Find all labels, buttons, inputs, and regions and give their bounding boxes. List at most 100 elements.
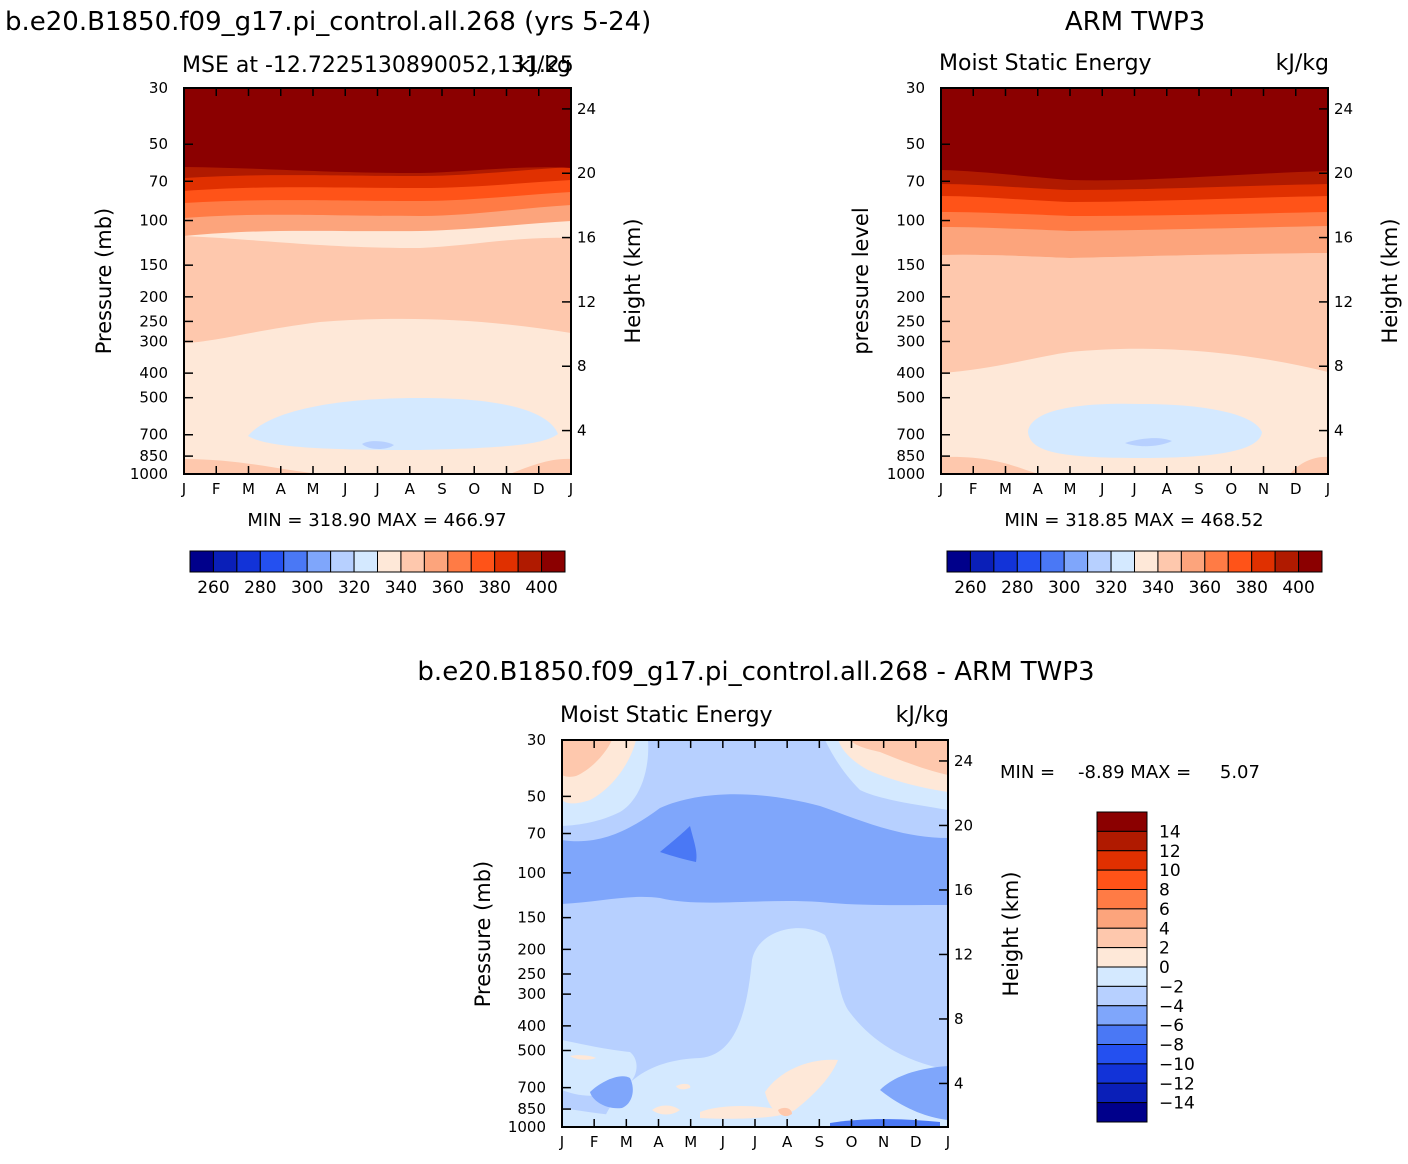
panel-diff-subtitle: Moist Static Energy: [560, 703, 773, 728]
colorbar-label: 12: [1159, 842, 1181, 862]
month-tick-label: J: [568, 480, 573, 498]
pressure-tick-label: 1000: [130, 465, 168, 483]
ylabel-diff: Pressure (mb): [471, 861, 495, 1008]
pressure-tick-label: 1000: [508, 1118, 546, 1136]
band-310: [1125, 438, 1172, 447]
band-2-0-bottom: [700, 1106, 790, 1119]
colorbar-label: 2: [1159, 939, 1170, 959]
colorbar-cell: [377, 550, 402, 573]
pressure-tick-label: 850: [517, 1100, 546, 1118]
colorbar-cell: [541, 550, 566, 573]
colorbar-cell: [447, 550, 472, 573]
band-340: [184, 236, 571, 343]
month-tick-label: S: [1194, 480, 1204, 498]
pressure-tick-label: 70: [527, 825, 546, 843]
colorbar-cell: [946, 550, 971, 573]
colorbar-cell: [423, 550, 449, 573]
month-tick-label: J: [374, 480, 379, 498]
pressure-tick-label: 50: [527, 787, 546, 805]
pressure-tick-label: 150: [139, 256, 168, 274]
band-4-2-upper-left: [562, 740, 612, 777]
colorbar-cell: [353, 550, 378, 573]
colorbar-cell: [969, 550, 995, 573]
colorbar-label: 340: [385, 578, 417, 598]
band-2-0-speck: [676, 1083, 691, 1090]
colorbar-cell: [517, 550, 543, 573]
month-tick-label: O: [846, 1133, 858, 1151]
pressure-tick-label: 150: [896, 256, 925, 274]
pressure-tick-label: 500: [517, 1042, 546, 1060]
colorbar-label: 280: [244, 578, 276, 598]
colorbar-label: −14: [1159, 1094, 1195, 1114]
colorbar-cell: [1096, 830, 1148, 852]
colorbar-label: 6: [1159, 900, 1170, 920]
height-tick-label: 8: [1334, 357, 1344, 375]
colorbar-cell: [1110, 550, 1135, 573]
pressure-tick-label: 500: [896, 389, 925, 407]
band-2-0-lower: [765, 1059, 838, 1114]
pressure-tick-label: 850: [896, 447, 925, 465]
panel-obs-title: ARM TWP3: [1065, 7, 1205, 37]
colorbar-label: 380: [1235, 578, 1267, 598]
pressure-tick-label: 200: [139, 288, 168, 306]
height-tick-label: 24: [577, 100, 596, 118]
colorbar-label: −12: [1159, 1074, 1195, 1094]
pressure-tick-label: 70: [149, 172, 168, 190]
month-tick-label: M: [620, 1133, 633, 1151]
band-400: [941, 88, 1328, 181]
pressure-tick-label: 30: [906, 79, 925, 97]
colorbar-label: −6: [1159, 1016, 1184, 1036]
colorbar-label: 400: [1282, 578, 1314, 598]
stats-model: MIN = 318.90 MAX = 466.97: [247, 510, 506, 531]
band-minus4-minus6: [562, 794, 948, 906]
panel-diff-title: b.e20.B1850.f09_g17.pi_control.all.268 -…: [417, 657, 1094, 687]
colorbar-cell: [494, 550, 519, 573]
colorbar-cell: [189, 550, 214, 573]
colorbar-cell: [1096, 947, 1148, 968]
colorbar-label: 400: [525, 578, 557, 598]
colorbar-label: −2: [1159, 977, 1184, 997]
band-340: [941, 253, 1328, 373]
pressure-tick-label: 700: [896, 426, 925, 444]
band-340-surface: [941, 456, 1328, 474]
height-tick-label: 8: [577, 357, 587, 375]
colorbar-cell: [1040, 550, 1065, 573]
colorbar-cell: [1274, 550, 1300, 573]
pressure-tick-label: 400: [517, 1017, 546, 1035]
colorbar-cell: [1204, 550, 1229, 573]
panel-model-units: kJ/kg: [518, 53, 571, 78]
colorbar-cell: [1096, 1082, 1148, 1104]
height-tick-label: 4: [1334, 422, 1344, 440]
colorbar-cell: [1096, 927, 1148, 949]
colorbar-cell: [1096, 985, 1148, 1007]
colorbar-label: 8: [1159, 881, 1170, 901]
colorbar-cell: [1096, 1102, 1148, 1123]
colorbar-label: 380: [478, 578, 510, 598]
month-tick-label: D: [533, 480, 545, 498]
month-tick-label: J: [752, 1133, 757, 1151]
colorbar-cell: [1063, 550, 1089, 573]
colorbar-cell: [1096, 1024, 1148, 1045]
colorbar-cell: [1016, 550, 1042, 573]
pressure-tick-label: 250: [517, 965, 546, 983]
colorbar-label: 280: [1001, 578, 1033, 598]
pressure-tick-label: 300: [896, 332, 925, 350]
month-tick-label: A: [276, 480, 287, 498]
colorbar-label: 320: [1095, 578, 1127, 598]
band-minus4-minus6-lower-right: [880, 1066, 948, 1120]
colorbar-cell: [1096, 869, 1148, 890]
band-minus6-minus8: [660, 826, 697, 862]
ylabel-right-diff: Height (km): [999, 871, 1023, 996]
colorbar-label: 0: [1159, 958, 1170, 978]
colorbar-label: 14: [1159, 822, 1181, 842]
month-tick-label: M: [307, 480, 320, 498]
month-tick-label: N: [501, 480, 512, 498]
colorbar-obs: 260 280 300 320 340 360 380 400: [946, 550, 1323, 598]
month-tick-label: M: [684, 1133, 697, 1151]
band-320: [248, 398, 558, 450]
colorbar-cell: [470, 550, 496, 573]
colorbar-label: −8: [1159, 1036, 1184, 1056]
height-tick-label: 12: [577, 293, 596, 311]
